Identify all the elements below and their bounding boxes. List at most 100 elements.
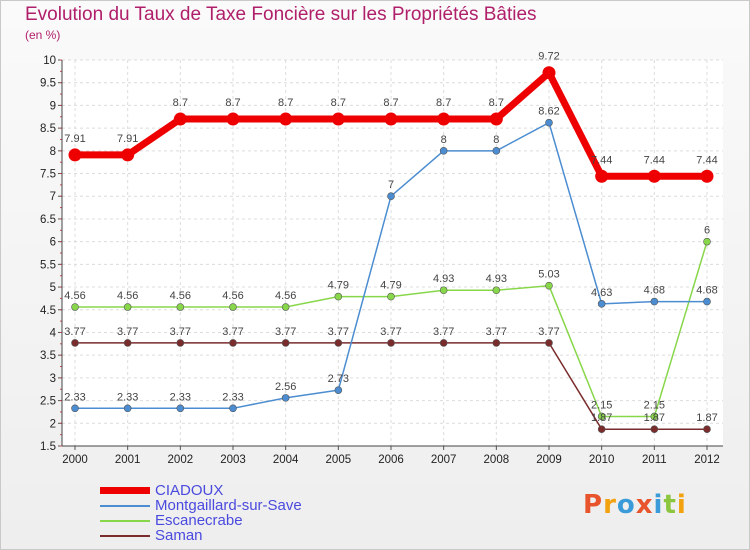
logo-letter: t (663, 490, 677, 520)
data-point (650, 425, 659, 433)
logo-letter: x (635, 490, 654, 520)
data-point (68, 148, 82, 162)
legend-label: Montgaillard-sur-Save (155, 497, 302, 514)
x-tick-label: 2011 (642, 454, 667, 466)
data-label: 3.77 (170, 326, 191, 338)
legend-swatch-saman (100, 534, 150, 537)
x-tick-label: 2004 (273, 454, 299, 466)
y-tick-label: 2 (50, 418, 56, 430)
y-tick-label: 3 (50, 373, 56, 385)
data-label: 4.56 (222, 290, 243, 302)
data-label: 2.15 (591, 399, 612, 411)
data-label: 8.7 (173, 97, 188, 109)
legend-item: Escanecrabe (100, 513, 302, 528)
y-tick-label: 6.5 (40, 214, 56, 226)
y-tick-label: 2.5 (40, 396, 56, 408)
data-label: 4.79 (380, 280, 401, 292)
logo-letter: r (603, 490, 617, 520)
data-point (700, 169, 714, 183)
data-point (647, 169, 661, 183)
data-label: 7.91 (117, 133, 138, 145)
y-tick-label: 4.5 (40, 305, 56, 317)
data-point (595, 169, 609, 183)
y-tick-label: 9.5 (40, 78, 56, 90)
data-point (281, 394, 290, 402)
logo-letter: P (583, 490, 604, 520)
data-point (173, 112, 187, 126)
legend-item: Saman (100, 528, 302, 543)
data-label: 8.7 (225, 97, 240, 109)
data-label: 1.87 (644, 412, 665, 424)
y-tick-label: 8 (50, 146, 56, 158)
data-point (229, 339, 237, 347)
data-label: 2.33 (170, 391, 191, 403)
data-label: 3.77 (117, 326, 138, 338)
data-label: 8.7 (436, 97, 451, 109)
data-label: 7.44 (696, 154, 717, 166)
x-tick-label: 2006 (378, 454, 404, 466)
data-point (703, 297, 711, 306)
data-point (650, 297, 659, 306)
data-point (703, 237, 711, 246)
data-label: 8 (493, 134, 499, 146)
data-label: 2.33 (222, 391, 243, 403)
y-tick-label: 7 (50, 191, 56, 203)
data-point (492, 147, 501, 155)
data-label: 7.44 (644, 154, 665, 166)
legend-swatch-ciadoux (100, 487, 150, 494)
x-tick-label: 2003 (220, 454, 246, 466)
y-tick-label: 9 (50, 100, 56, 112)
data-label: 4.93 (433, 273, 454, 285)
x-tick-label: 2010 (589, 454, 615, 466)
data-point (439, 147, 448, 155)
data-point (437, 112, 451, 126)
chart-title: Evolution du Taux de Taxe Foncière sur l… (25, 4, 537, 25)
data-label: 4.56 (275, 290, 296, 302)
legend-label: Escanecrabe (155, 512, 243, 529)
data-point (229, 303, 237, 311)
data-point (123, 303, 132, 311)
data-point (71, 339, 79, 347)
legend-swatch-escanecrabe (100, 519, 150, 522)
data-label: 7.44 (591, 154, 612, 166)
legend: CIADOUX Montgaillard-sur-Save Escanecrab… (100, 483, 302, 543)
data-label: 2.33 (117, 391, 138, 403)
data-label: 5.03 (538, 269, 559, 281)
data-label: 3.77 (64, 326, 85, 338)
x-tick-label: 2012 (694, 454, 720, 466)
data-point (279, 112, 293, 126)
x-tick-label: 2001 (115, 454, 141, 466)
data-point (387, 192, 395, 201)
data-label: 8.7 (489, 97, 504, 109)
data-label: 6 (704, 225, 710, 237)
data-label: 3.77 (328, 326, 349, 338)
data-label: 3.77 (222, 326, 243, 338)
unit-label: (en %) (25, 28, 61, 42)
data-point (492, 339, 501, 347)
data-point (176, 339, 185, 347)
y-tick-label: 4 (50, 327, 57, 339)
y-tick-label: 1.5 (40, 441, 56, 453)
logo-letter: i (653, 490, 664, 520)
data-label: 1.87 (591, 412, 612, 424)
legend-item: Montgaillard-sur-Save (100, 498, 302, 513)
legend-swatch-montgaillard (100, 504, 150, 507)
x-tick-label: 2000 (62, 454, 88, 466)
data-label: 3.77 (486, 326, 507, 338)
data-point (281, 339, 290, 347)
data-point (334, 292, 343, 301)
data-point (545, 118, 553, 127)
data-point (387, 292, 395, 301)
data-label: 8 (441, 134, 447, 146)
data-point (176, 303, 185, 311)
y-tick-label: 7.5 (40, 169, 56, 181)
data-point (71, 404, 79, 413)
data-point (121, 148, 135, 162)
x-tick-label: 2002 (168, 454, 194, 466)
data-point (650, 412, 659, 421)
data-point (331, 112, 345, 126)
data-label: 2.15 (644, 399, 665, 411)
data-point (123, 339, 132, 347)
legend-label: Saman (155, 527, 203, 544)
data-point (71, 303, 79, 311)
